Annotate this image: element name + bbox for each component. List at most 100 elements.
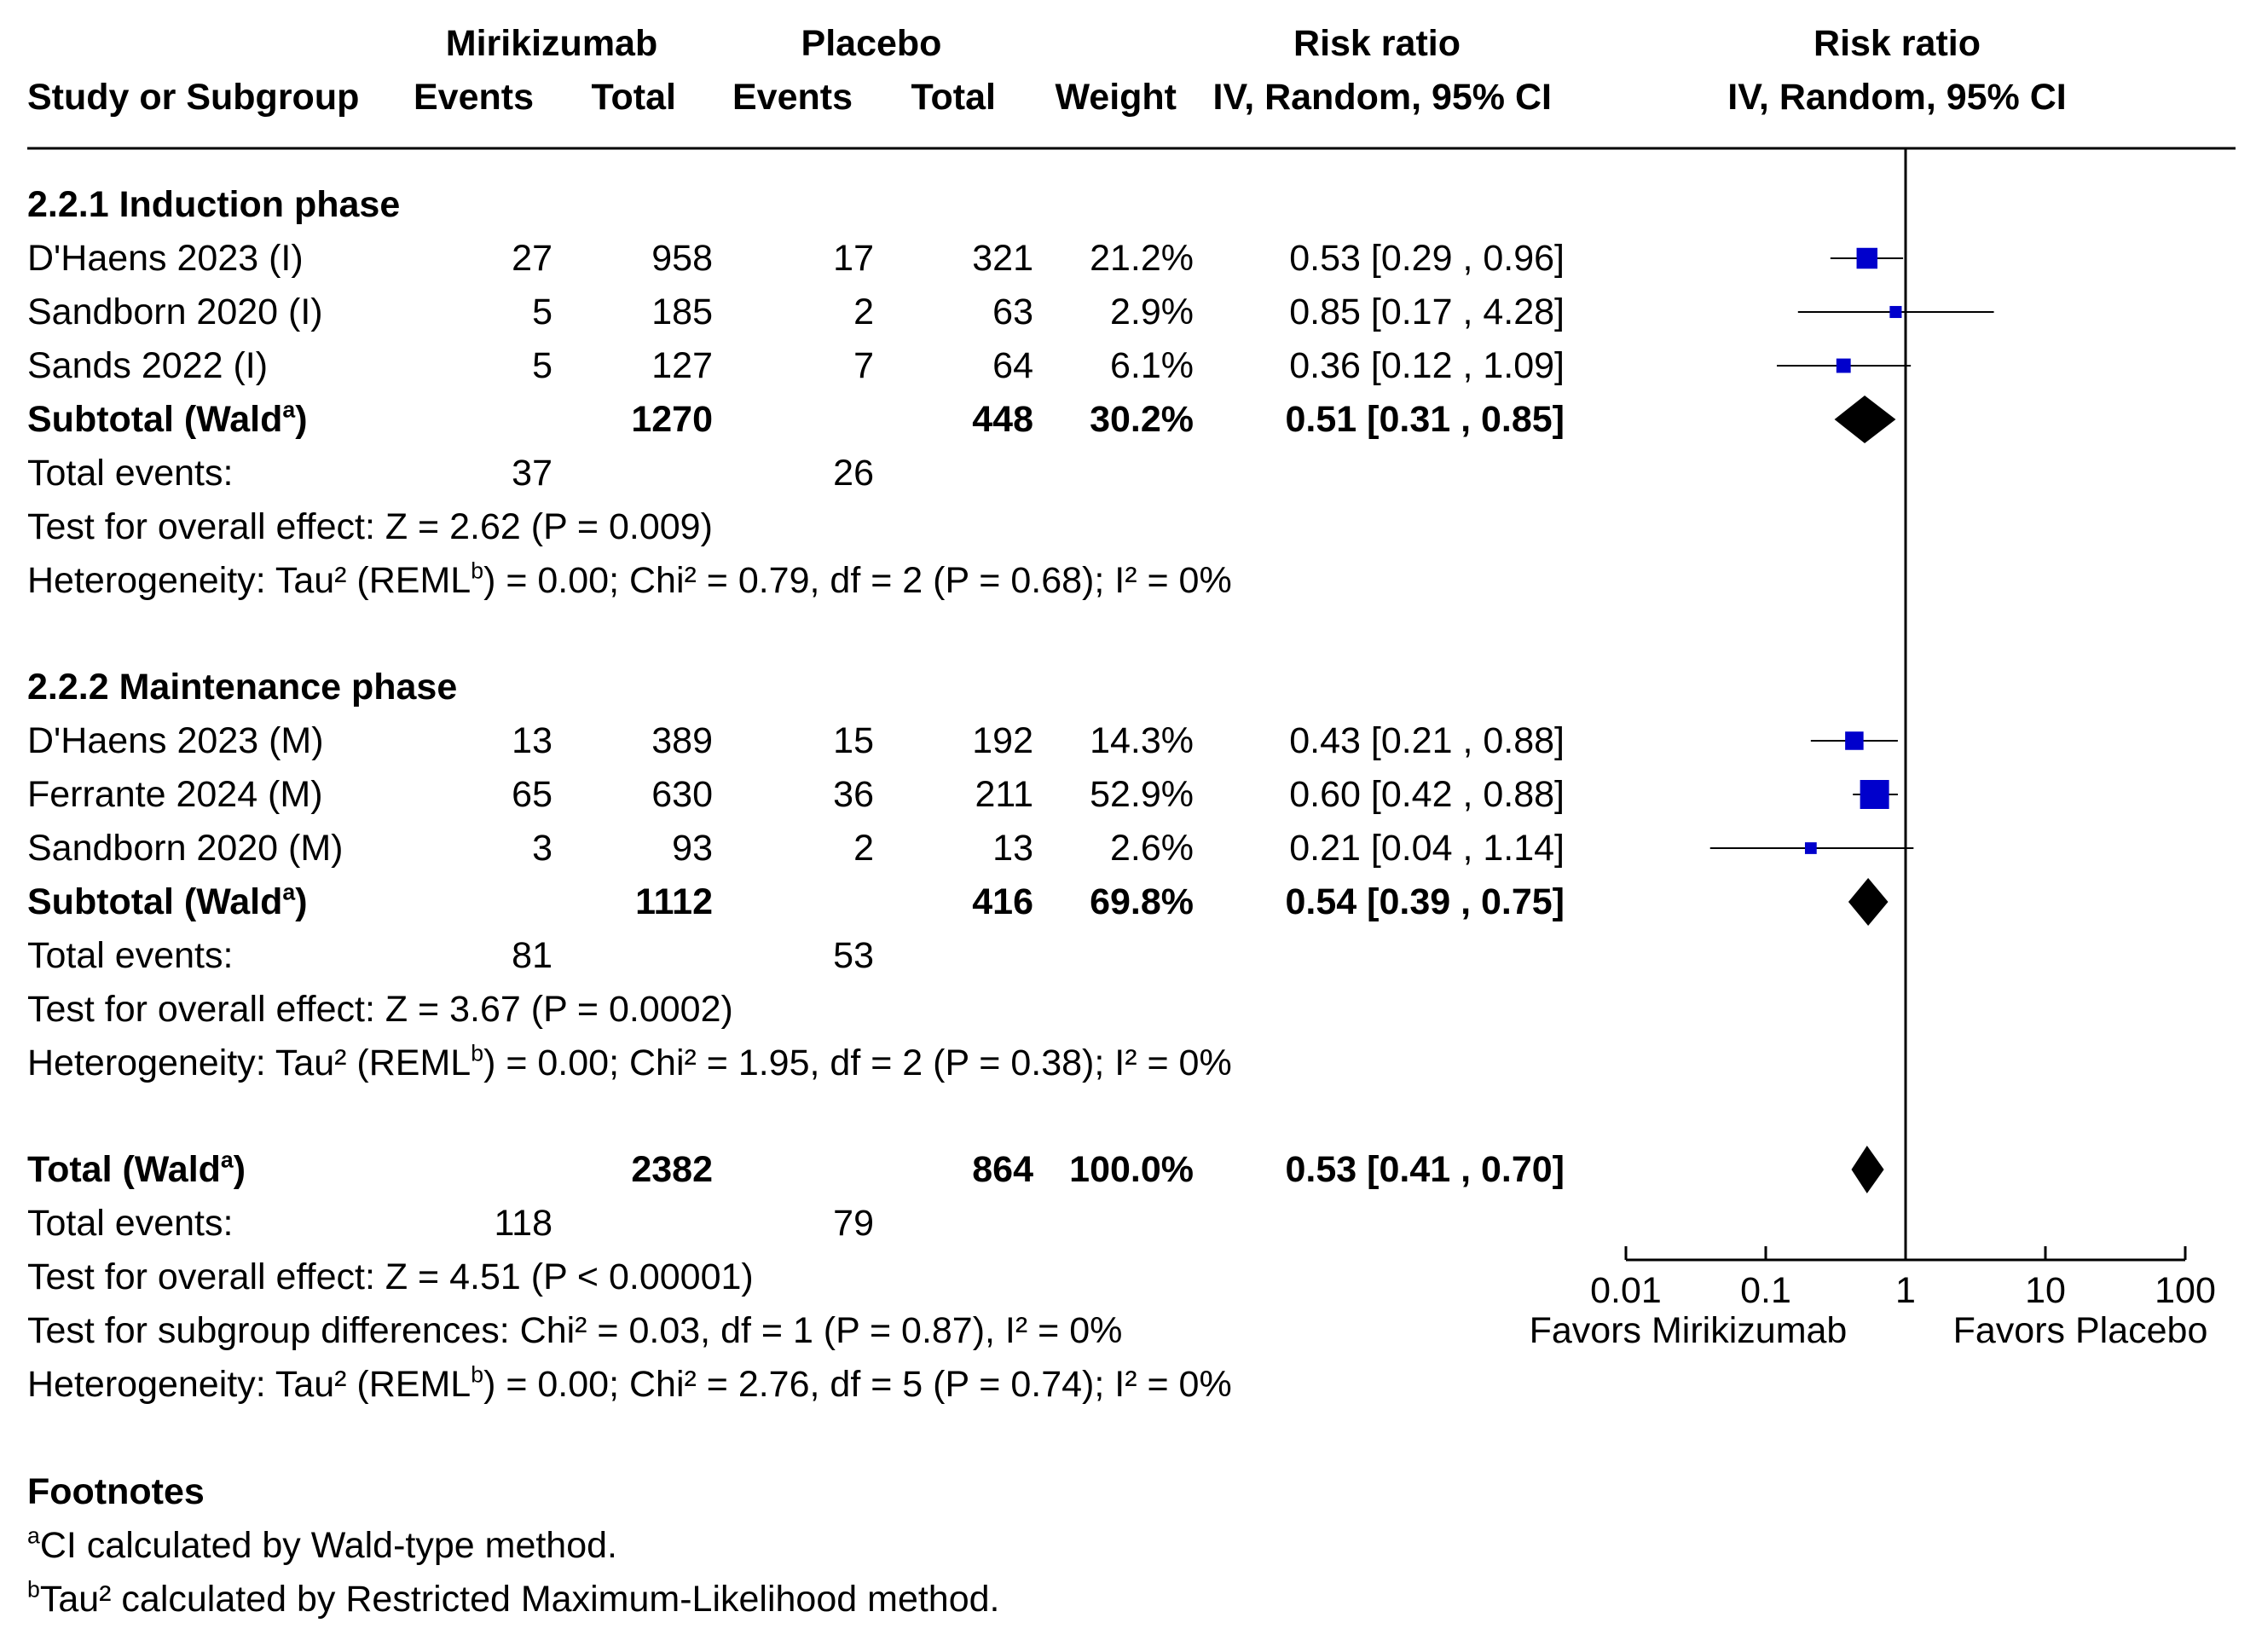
risk-ratio-ci: 0.53 [0.29 , 0.96] xyxy=(1289,238,1565,279)
study-effect-square xyxy=(1889,305,1902,319)
total-events1: 118 xyxy=(494,1203,552,1244)
weight: 2.6% xyxy=(1109,828,1194,869)
weight: 2.9% xyxy=(1109,292,1194,332)
group1-header: Mirikizumab xyxy=(445,23,658,64)
subtotal-total1: 1112 xyxy=(635,881,713,922)
heterogeneity-text: Heterogeneity: Tau² (REMLb) = 0.00; Chi²… xyxy=(27,557,1232,601)
group2-header: Placebo xyxy=(801,23,942,64)
footnote-a: aCI calculated by Wald-type method. xyxy=(27,1522,617,1566)
subtotal-weight: 30.2% xyxy=(1090,399,1194,440)
events2: 17 xyxy=(833,238,874,279)
total2: 63 xyxy=(992,292,1033,332)
total1-header: Total xyxy=(591,77,676,118)
rr-plot-title: Risk ratio xyxy=(1813,23,1981,64)
overall-effect-test: Test for overall effect: Z = 4.51 (P < 0… xyxy=(27,1256,754,1297)
total2: 321 xyxy=(972,238,1033,279)
total-events-label: Total events: xyxy=(27,1203,234,1244)
favors-left-label: Favors Mirikizumab xyxy=(1529,1310,1848,1351)
total-total2: 864 xyxy=(972,1149,1033,1190)
pooled-effect-diamond xyxy=(1834,396,1896,443)
study-name: D'Haens 2023 (M) xyxy=(27,720,324,761)
favors-right-label: Favors Placebo xyxy=(1952,1310,2208,1351)
total2-header: Total xyxy=(911,77,996,118)
events2-header: Events xyxy=(732,77,853,118)
pooled-effect-diamond xyxy=(1848,878,1889,926)
total2: 211 xyxy=(975,774,1033,815)
overall-effect-test: Test for overall effect: Z = 2.62 (P = 0… xyxy=(27,506,713,547)
total-events2: 53 xyxy=(833,935,874,976)
risk-ratio-ci: 0.43 [0.21 , 0.88] xyxy=(1289,720,1565,761)
total-events2: 79 xyxy=(833,1203,874,1244)
total2: 13 xyxy=(992,828,1033,869)
risk-ratio-ci: 0.36 [0.12 , 1.09] xyxy=(1289,345,1565,386)
weight: 21.2% xyxy=(1090,238,1194,279)
study-effect-square xyxy=(1836,358,1851,373)
total1: 389 xyxy=(651,720,713,761)
total-weight: 100.0% xyxy=(1069,1149,1194,1190)
events2: 7 xyxy=(853,345,874,386)
study-name: Sandborn 2020 (M) xyxy=(27,828,344,869)
total-events-label: Total events: xyxy=(27,453,234,494)
footnote-b: bTau² calculated by Restricted Maximum-L… xyxy=(27,1576,1000,1620)
total2: 64 xyxy=(992,345,1033,386)
events1: 5 xyxy=(532,292,552,332)
rr-table-title: Risk ratio xyxy=(1293,23,1461,64)
x-axis-tick-label: 100 xyxy=(2155,1270,2216,1311)
total2: 192 xyxy=(972,720,1033,761)
weight: 52.9% xyxy=(1090,774,1194,815)
study-effect-square xyxy=(1856,247,1878,269)
x-axis-tick-label: 10 xyxy=(2025,1270,2066,1311)
study-name: D'Haens 2023 (I) xyxy=(27,238,304,279)
events1: 3 xyxy=(532,828,552,869)
rr-table-method: IV, Random, 95% CI xyxy=(1212,77,1552,118)
risk-ratio-ci: 0.21 [0.04 , 1.14] xyxy=(1289,828,1565,869)
study-effect-square xyxy=(1804,842,1817,854)
total-events1: 37 xyxy=(512,453,552,494)
total1: 93 xyxy=(672,828,713,869)
total-events-label: Total events: xyxy=(27,935,234,976)
events2: 36 xyxy=(833,774,874,815)
subtotal-label: Subtotal (Walda) xyxy=(27,396,308,440)
total1: 958 xyxy=(651,238,713,279)
subtotal-ci: 0.51 [0.31 , 0.85] xyxy=(1285,399,1565,440)
total1: 185 xyxy=(651,292,713,332)
subtotal-total2: 448 xyxy=(972,399,1033,440)
weight: 14.3% xyxy=(1090,720,1194,761)
events1-header: Events xyxy=(413,77,534,118)
events1: 5 xyxy=(532,345,552,386)
weight: 6.1% xyxy=(1109,345,1194,386)
subtotal-total1: 1270 xyxy=(631,399,713,440)
x-axis-tick-label: 1 xyxy=(1895,1270,1916,1311)
events2: 15 xyxy=(833,720,874,761)
total1: 630 xyxy=(651,774,713,815)
total-ci: 0.53 [0.41 , 0.70] xyxy=(1285,1149,1565,1190)
total-label: Total (Walda) xyxy=(27,1147,246,1190)
footnotes-title: Footnotes xyxy=(27,1471,205,1512)
subtotal-ci: 0.54 [0.39 , 0.75] xyxy=(1285,881,1565,922)
study-name: Sandborn 2020 (I) xyxy=(27,292,323,332)
risk-ratio-ci: 0.60 [0.42 , 0.88] xyxy=(1289,774,1565,815)
x-axis-tick-label: 0.01 xyxy=(1590,1270,1662,1311)
events1: 27 xyxy=(512,238,552,279)
subgroup-differences-test: Test for subgroup differences: Chi² = 0.… xyxy=(27,1310,1123,1351)
study-effect-square xyxy=(1845,731,1864,750)
weight-header: Weight xyxy=(1055,77,1177,118)
subtotal-label: Subtotal (Walda) xyxy=(27,879,308,922)
total1: 127 xyxy=(651,345,713,386)
pooled-effect-diamond xyxy=(1851,1146,1884,1193)
events2: 2 xyxy=(853,292,874,332)
total-total1: 2382 xyxy=(631,1149,713,1190)
heterogeneity-text: Heterogeneity: Tau² (REMLb) = 0.00; Chi²… xyxy=(27,1040,1232,1083)
events1: 65 xyxy=(512,774,552,815)
overall-effect-test: Test for overall effect: Z = 3.67 (P = 0… xyxy=(27,989,733,1030)
subtotal-total2: 416 xyxy=(972,881,1033,922)
subtotal-weight: 69.8% xyxy=(1090,881,1194,922)
study-effect-square xyxy=(1860,780,1889,809)
subgroup-title: 2.2.2 Maintenance phase xyxy=(27,667,458,708)
study-name: Ferrante 2024 (M) xyxy=(27,774,323,815)
x-axis-tick-label: 0.1 xyxy=(1740,1270,1791,1311)
total-events2: 26 xyxy=(833,453,874,494)
study-column-header: Study or Subgroup xyxy=(27,77,360,118)
